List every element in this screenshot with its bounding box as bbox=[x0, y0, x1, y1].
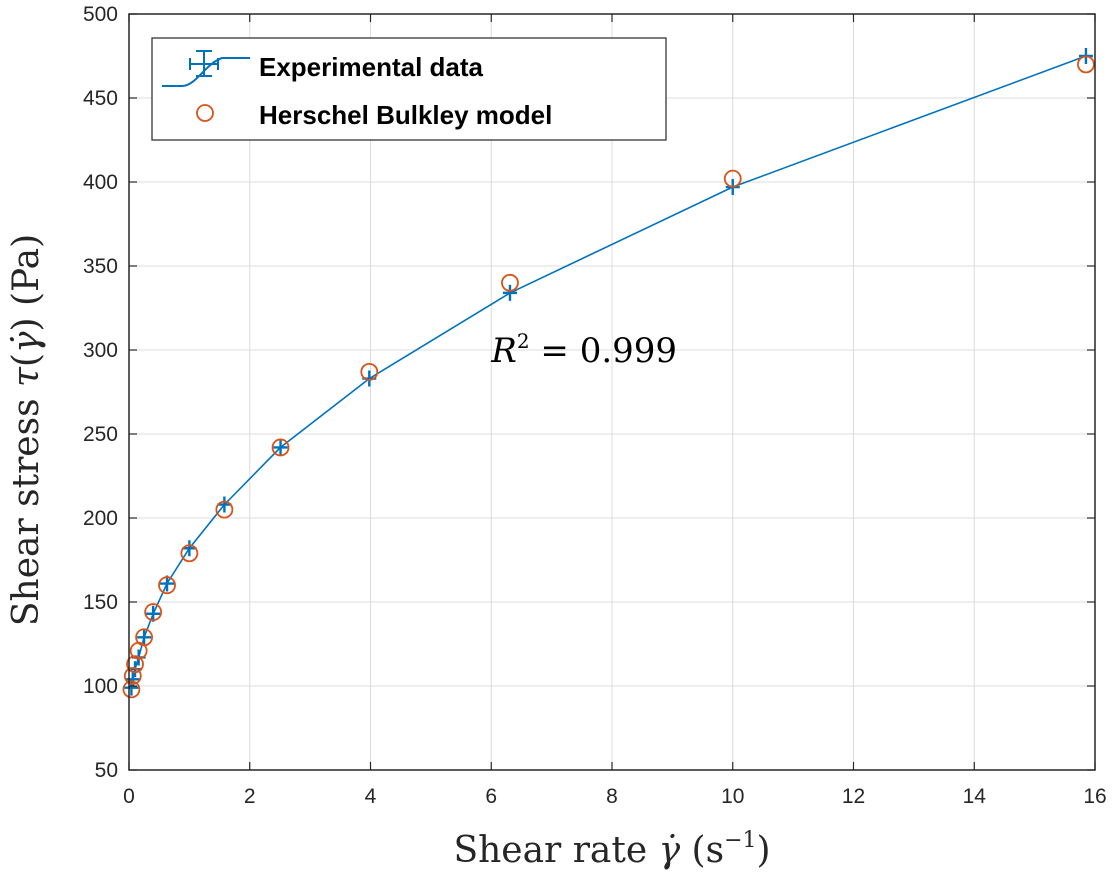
y-axis-label: Shear stress τ(γ̇) (Pa) bbox=[6, 234, 47, 626]
legend: Experimental data Herschel Bulkley model bbox=[152, 38, 666, 140]
x-tick-label: 8 bbox=[606, 785, 618, 808]
x-axis-label: Shear rate γ̇ (s−1) bbox=[453, 828, 770, 871]
legend-label-experimental: Experimental data bbox=[259, 52, 484, 82]
r-squared-annotation: R2 = 0.999 bbox=[490, 329, 677, 371]
x-tick-label: 4 bbox=[365, 785, 377, 808]
x-tick-label: 2 bbox=[244, 785, 256, 808]
y-tick-label: 500 bbox=[83, 3, 118, 26]
y-tick-label: 50 bbox=[95, 759, 118, 782]
x-tick-label: 0 bbox=[123, 785, 135, 808]
y-tick-label: 150 bbox=[83, 591, 118, 614]
y-tick-label: 450 bbox=[83, 87, 118, 110]
x-tick-label: 14 bbox=[963, 785, 987, 808]
x-tick-label: 6 bbox=[485, 785, 497, 808]
y-tick-label: 300 bbox=[83, 339, 118, 362]
x-tick-label: 12 bbox=[842, 785, 865, 808]
experimental-series-line bbox=[131, 56, 1086, 688]
y-tick-label: 250 bbox=[83, 423, 118, 446]
legend-label-model: Herschel Bulkley model bbox=[259, 100, 552, 130]
x-tick-label: 16 bbox=[1083, 785, 1106, 808]
y-tick-label: 200 bbox=[83, 507, 118, 530]
y-tick-label: 100 bbox=[83, 675, 118, 698]
experimental-data-line bbox=[131, 56, 1086, 688]
data-markers bbox=[123, 48, 1094, 697]
x-tick-label: 10 bbox=[721, 785, 744, 808]
experimental-data-point bbox=[503, 285, 517, 301]
y-tick-label: 350 bbox=[83, 255, 118, 278]
y-tick-label: 400 bbox=[83, 171, 118, 194]
